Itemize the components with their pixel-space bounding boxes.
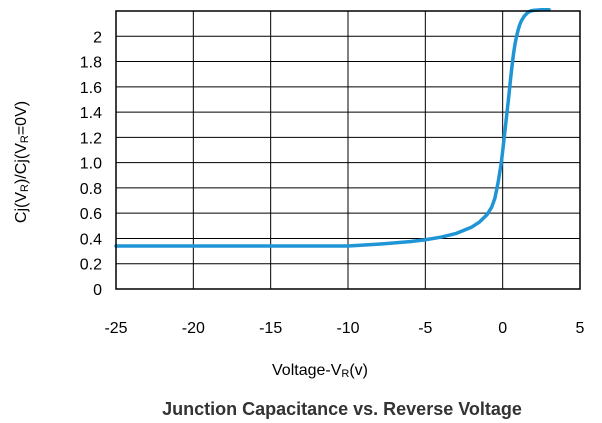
y-tick-label: 1.2 — [80, 130, 102, 147]
y-tick-labels: 0 0.2 0.4 0.6 0.8 1.0 1.2 1.4 1.6 1.8 2 — [80, 29, 102, 299]
y-tick-label: 2 — [93, 29, 102, 46]
x-axis-title: Voltage-VR(v) — [272, 362, 368, 380]
x-tick-label: -15 — [259, 320, 282, 337]
y-axis-title: Cj(VR)/Cj(VR=0V) — [13, 101, 31, 223]
y-tick-label: 0.6 — [80, 206, 102, 223]
y-tick-label: 1.6 — [80, 80, 102, 97]
y-tick-label: 0.4 — [80, 231, 102, 248]
y-tick-label: 1.4 — [80, 105, 102, 122]
chart-caption: Junction Capacitance vs. Reverse Voltage — [162, 399, 522, 419]
y-tick-label: 1.0 — [80, 156, 102, 173]
y-tick-label: 0.8 — [80, 181, 102, 198]
x-tick-label: -25 — [104, 320, 127, 337]
y-tick-label: 0.2 — [80, 257, 102, 274]
x-tick-labels: -25 -20 -15 -10 -5 0 5 — [104, 320, 584, 337]
series-layer — [114, 7, 551, 248]
y-tick-label: 1.8 — [80, 55, 102, 72]
x-tick-label: -10 — [336, 320, 359, 337]
series-line — [114, 7, 551, 248]
y-tick-label: 0 — [93, 282, 102, 299]
x-tick-label: -5 — [418, 320, 432, 337]
x-tick-label: -20 — [182, 320, 205, 337]
x-tick-label: 0 — [498, 320, 507, 337]
x-tick-label: 5 — [576, 320, 585, 337]
plot-frame — [115, 10, 581, 290]
